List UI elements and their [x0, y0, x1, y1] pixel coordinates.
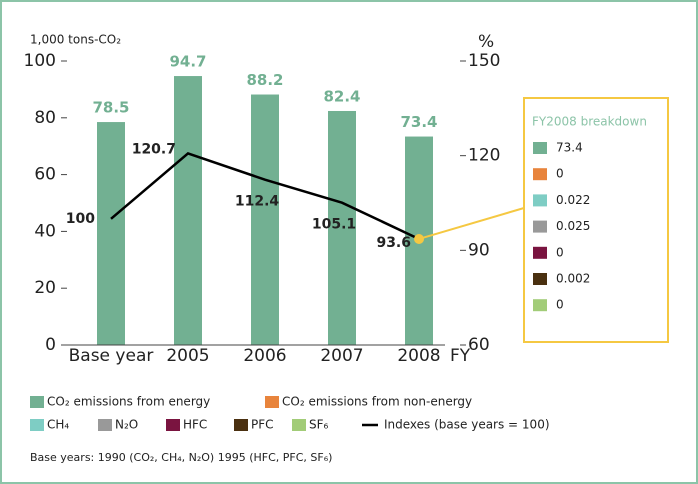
y-axis-label: 1,000 tons-CO₂ [30, 33, 121, 47]
breakdown-swatch [533, 273, 547, 285]
y-tick-label: 0 [45, 335, 56, 355]
y-tick-label: 80 [34, 108, 56, 128]
legend-label: SF₆ [309, 418, 329, 432]
breakdown-value: 73.4 [556, 141, 583, 155]
index-value-label: 93.6 [376, 235, 411, 251]
highlight-dot [414, 233, 424, 244]
breakdown-box [523, 97, 669, 343]
x-tick-label: 2005 [166, 346, 209, 366]
x-tick-label: 2008 [397, 346, 440, 366]
bar [328, 110, 356, 345]
bar-value-label: 78.5 [92, 99, 129, 117]
bar-value-label: 94.7 [169, 53, 206, 71]
legend-label: CO₂ emissions from energy [47, 395, 210, 409]
breakdown-value: 0.025 [556, 219, 590, 233]
breakdown-swatch [533, 220, 547, 233]
breakdown-swatch [533, 299, 547, 312]
breakdown-value: 0.022 [556, 193, 590, 207]
index-value-label: 100 [66, 211, 95, 227]
legend-swatch [166, 419, 180, 431]
x-tick-label: 2006 [243, 346, 286, 366]
legend-label: Indexes (base years = 100) [384, 418, 550, 432]
y-tick-label: 40 [34, 221, 56, 241]
legend-label: N₂O [115, 418, 138, 432]
legend-swatch [30, 396, 44, 408]
y2-tick-label: 120 [468, 146, 500, 166]
note: Base years: 1990 (CO₂, CH₄, N₂O) 1995 (H… [30, 451, 332, 464]
index-value-label: 120.7 [132, 141, 176, 157]
legend-label: HFC [183, 418, 207, 432]
legend-label: PFC [251, 418, 274, 432]
legend-label: CH₄ [47, 418, 69, 432]
bar [174, 76, 202, 345]
y-tick-label: 20 [34, 278, 56, 298]
legend-label: CO₂ emissions from non-energy [282, 395, 472, 409]
breakdown-swatch [533, 194, 547, 207]
breakdown-value: 0 [556, 167, 564, 181]
y2-tick-label: 90 [468, 240, 490, 260]
leader-line [418, 207, 525, 240]
y-tick-label: 60 [34, 165, 56, 185]
y2-tick-label: 150 [468, 51, 500, 71]
bar-value-label: 82.4 [323, 87, 360, 105]
y-tick-label: 100 [24, 51, 56, 71]
legend-swatch [292, 419, 306, 431]
legend-swatch [265, 396, 279, 408]
breakdown-value: 0.002 [556, 272, 590, 286]
index-value-label: 105.1 [312, 217, 356, 233]
legend-swatch [98, 419, 112, 431]
x-axis-label: FY [450, 346, 471, 366]
bar-value-label: 73.4 [400, 113, 437, 131]
breakdown-swatch [533, 168, 547, 181]
bar [251, 94, 279, 346]
y2-axis-label: % [478, 32, 494, 52]
bar-value-label: 88.2 [246, 71, 283, 89]
index-line [110, 152, 420, 241]
x-tick-label: Base year [69, 346, 154, 366]
legend-swatch [30, 419, 44, 431]
breakdown-swatch [533, 142, 547, 154]
legend-swatch [234, 419, 248, 431]
index-value-label: 112.4 [235, 194, 280, 210]
bar [97, 122, 125, 345]
breakdown-value: 0 [556, 245, 564, 259]
breakdown-title: FY2008 breakdown [532, 115, 647, 129]
y2-tick-label: 60 [468, 335, 490, 355]
breakdown-swatch [533, 246, 547, 259]
x-tick-label: 2007 [320, 346, 363, 366]
breakdown-value: 0 [556, 298, 564, 312]
